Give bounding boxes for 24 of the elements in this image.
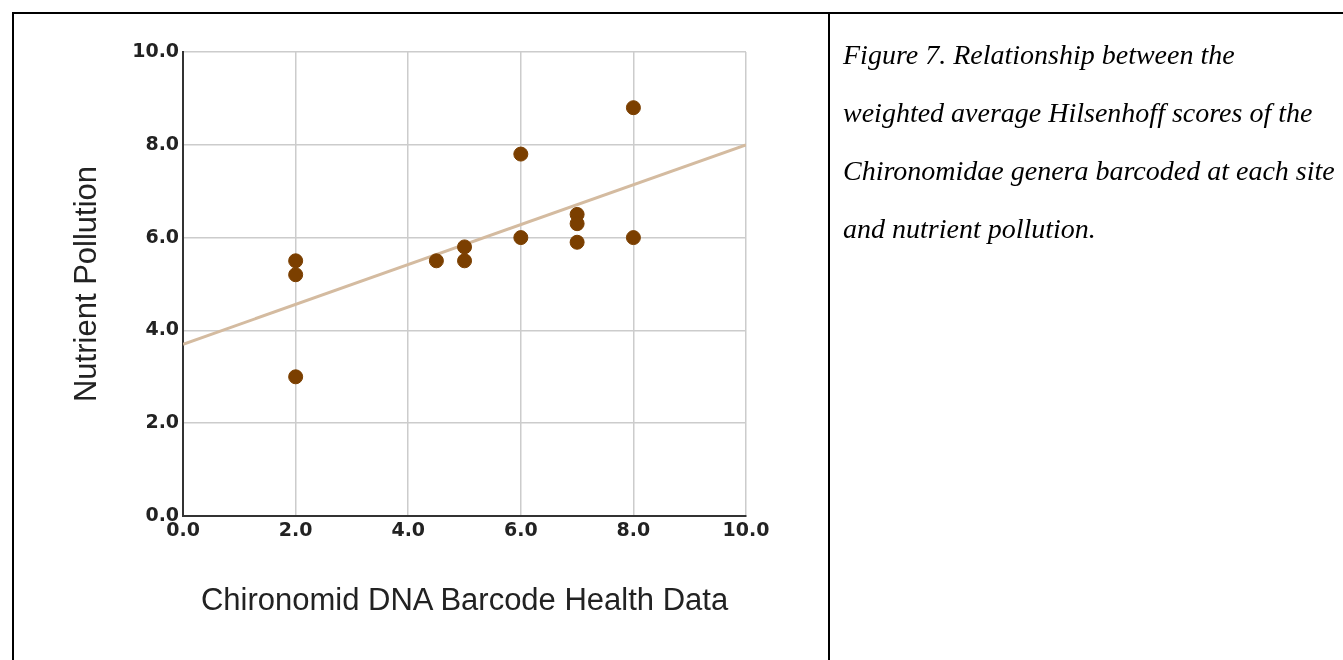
y-tick-label: 8.0 [145,131,180,154]
point [457,239,473,255]
y-tick-label: 2.0 [145,410,180,433]
point [625,100,641,116]
x-tick-label: 10.0 [722,518,770,541]
point [457,253,473,269]
point [288,253,304,269]
point [513,230,529,246]
x-tick-label: 2.0 [278,518,313,541]
point [288,369,304,385]
x-tick-label: 6.0 [504,518,538,541]
point [428,253,444,269]
caption: Figure 7. Relationship between the weighted average Hilsenhoff scores of the Chironomidae genera barcoded at each site and nutrient pollution. [843,38,1336,246]
y-tick-label: 4.0 [145,317,180,340]
y-axis-title: Nutrient Pollution [68,165,104,403]
y-tick-label: 10.0 [132,38,180,61]
x-tick-label: 4.0 [391,518,426,541]
point [569,234,585,250]
x-tick-label: 8.0 [616,518,651,541]
y-tick-label: 6.0 [145,224,180,247]
point [513,146,529,162]
x-axis-title: Chironomid DNA Barcode Health Data [200,581,729,617]
point [625,230,641,246]
point [288,267,304,283]
